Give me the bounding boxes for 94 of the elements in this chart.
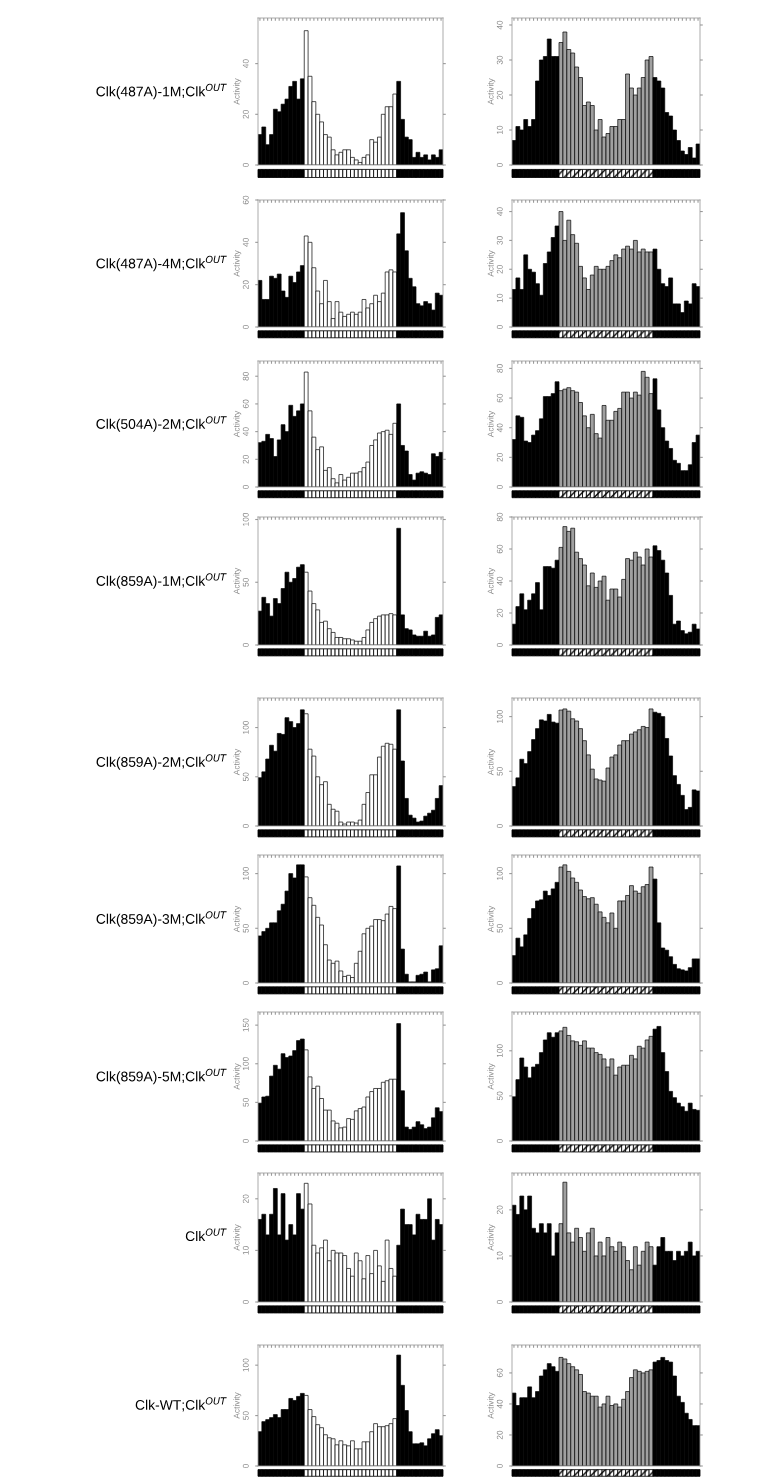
- y-tick-label: 100: [242, 1057, 249, 1071]
- y-axis-title: Activity: [487, 748, 496, 776]
- y-tick-label: 40: [496, 423, 503, 433]
- text: Clk(859A)-3M;Clk$^{OUT}$: [96, 911, 227, 927]
- text: Clk(504A)-2M;Clk$^{OUT}$: [96, 416, 227, 432]
- y-axis-title: Activity: [487, 250, 496, 277]
- y-tick-label: 20: [242, 280, 249, 289]
- y-tick-label: 0: [496, 1300, 503, 1304]
- y-tick-label: 0: [242, 824, 249, 828]
- y-tick-label: 0: [242, 643, 249, 647]
- y-tick-label: 20: [242, 110, 249, 119]
- y-tick-label: 40: [496, 207, 503, 216]
- y-tick-label: 10: [496, 1251, 503, 1260]
- y-tick-label: 0: [496, 643, 503, 647]
- y-tick-label: 20: [242, 455, 249, 464]
- y-tick-label: 50: [242, 577, 249, 587]
- y-tick-label: 40: [242, 427, 249, 437]
- y-tick-label: 0: [242, 163, 249, 167]
- y-tick-label: 100: [496, 866, 503, 880]
- y-tick-label: 50: [496, 923, 503, 933]
- y-tick-label: 0: [496, 163, 503, 167]
- y-tick-label: 60: [496, 1368, 503, 1378]
- text: Clk(859A)-2M;Clk$^{OUT}$: [96, 754, 227, 770]
- y-tick-label: 50: [496, 1091, 503, 1101]
- y-tick-label: 60: [242, 195, 249, 205]
- y-tick-label: 40: [496, 576, 503, 586]
- text: Clk(487A)-4M;Clk$^{OUT}$: [96, 255, 227, 272]
- y-tick-label: 100: [242, 512, 249, 526]
- y-axis-title: Activity: [487, 1224, 496, 1251]
- y-tick-label: 0: [496, 325, 503, 329]
- y-tick-label: 0: [242, 485, 249, 489]
- y-tick-label: 80: [242, 371, 249, 381]
- y-tick-label: 50: [242, 1411, 249, 1420]
- y-tick-label: 0: [242, 1464, 249, 1468]
- y-tick-label: 20: [496, 1430, 503, 1440]
- y-tick-label: 50: [242, 772, 249, 782]
- y-tick-label: 20: [496, 453, 503, 462]
- y-axis-title: Activity: [487, 410, 496, 438]
- y-tick-label: 0: [496, 1464, 503, 1468]
- y-tick-label: 80: [496, 364, 503, 373]
- text: Clk(859A)-5M;Clk$^{OUT}$: [96, 1068, 227, 1085]
- y-tick-label: 100: [242, 1358, 249, 1372]
- y-axis-title: Activity: [487, 1392, 496, 1419]
- y-tick-label: 20: [496, 264, 503, 274]
- y-axis-title: Activity: [487, 1063, 496, 1090]
- y-tick-label: 150: [242, 1018, 249, 1032]
- y-axis-title: Activity: [233, 1392, 242, 1419]
- y-tick-label: 0: [242, 1300, 249, 1304]
- y-tick-label: 0: [242, 325, 249, 329]
- y-axis-title: Activity: [233, 78, 242, 105]
- y-axis-title: Activity: [233, 567, 242, 595]
- y-tick-label: 40: [242, 238, 249, 247]
- y-axis-title: Activity: [233, 1224, 242, 1251]
- text: Clk$^{OUT}$: [185, 1228, 227, 1242]
- y-tick-label: 10: [496, 125, 503, 134]
- y-axis-title: Activity: [233, 1063, 242, 1090]
- y-tick-label: 0: [496, 981, 503, 985]
- y-tick-label: 30: [496, 55, 503, 65]
- y-axis-title: Activity: [233, 250, 242, 277]
- y-tick-label: 50: [242, 923, 249, 933]
- y-tick-label: 40: [496, 20, 503, 30]
- text: Clk-WT;Clk$^{OUT}$: [135, 1397, 227, 1412]
- y-tick-label: 50: [242, 1098, 249, 1107]
- y-axis-title: Activity: [487, 567, 496, 595]
- y-tick-label: 100: [242, 720, 249, 734]
- y-tick-label: 60: [496, 544, 503, 554]
- y-tick-label: 10: [496, 293, 503, 303]
- y-axis-title: Activity: [487, 905, 496, 933]
- y-axis-title: Activity: [233, 905, 242, 933]
- text: Clk(859A)-1M;Clk$^{OUT}$: [96, 573, 227, 589]
- y-tick-label: 100: [496, 1044, 503, 1058]
- y-tick-label: 40: [496, 1399, 503, 1409]
- y-axis-title: Activity: [487, 78, 496, 105]
- y-tick-label: 60: [242, 399, 249, 409]
- y-tick-label: 0: [496, 824, 503, 828]
- y-tick-label: 80: [496, 512, 503, 522]
- y-tick-label: 30: [496, 236, 503, 245]
- y-axis-title: Activity: [233, 748, 242, 776]
- y-tick-label: 0: [496, 485, 503, 489]
- y-tick-label: 50: [496, 766, 503, 776]
- y-tick-label: 20: [496, 90, 503, 100]
- y-tick-label: 0: [496, 1139, 503, 1143]
- y-tick-label: 0: [242, 1139, 249, 1143]
- y-tick-label: 100: [242, 866, 249, 880]
- y-tick-label: 20: [496, 1205, 503, 1215]
- y-tick-label: 10: [242, 1246, 249, 1255]
- text: Clk(487A)-1M;Clk$^{OUT}$: [96, 83, 227, 100]
- y-tick-label: 100: [496, 709, 503, 723]
- y-tick-label: 20: [242, 1194, 249, 1204]
- y-tick-label: 0: [242, 981, 249, 985]
- y-axis-title: Activity: [233, 410, 242, 438]
- y-tick-label: 40: [242, 59, 249, 69]
- y-tick-label: 60: [496, 393, 503, 403]
- y-tick-label: 20: [496, 608, 503, 618]
